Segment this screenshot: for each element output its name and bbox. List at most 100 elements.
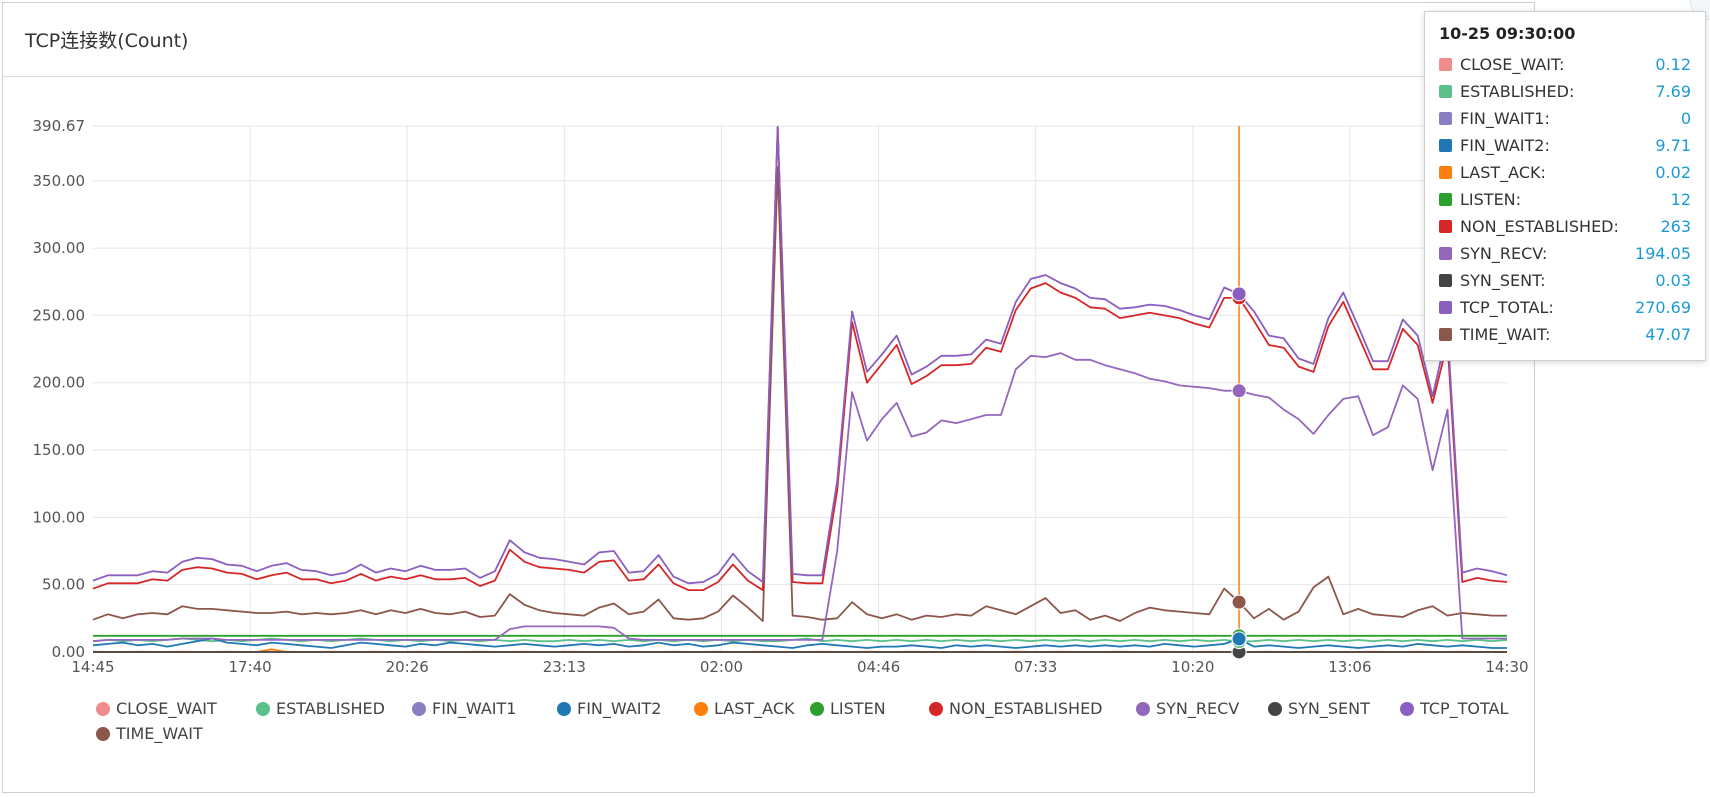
tooltip-label: CLOSE_WAIT: <box>1460 55 1565 74</box>
tooltip-value: 0.12 <box>1655 55 1691 74</box>
tooltip-swatch <box>1439 247 1452 260</box>
hover-tooltip: 10-25 09:30:00 CLOSE_WAIT: 0.12 ESTABLISHE… <box>1424 11 1706 361</box>
hover-point-tcp-total <box>1231 286 1247 302</box>
series-line-time-wait[interactable] <box>92 166 1507 622</box>
tooltip-rows: CLOSE_WAIT: 0.12 ESTABLISHED: 7.69 FIN_WAIT1… <box>1439 51 1691 348</box>
y-tick-label: 150.00 <box>33 441 86 459</box>
tooltip-value: 47.07 <box>1645 325 1691 344</box>
tooltip-row: ESTABLISHED: 7.69 <box>1439 78 1691 105</box>
tooltip-label: FIN_WAIT2: <box>1460 136 1550 155</box>
tooltip-label: FIN_WAIT1: <box>1460 109 1550 128</box>
hover-point-time-wait <box>1231 594 1247 610</box>
legend-marker[interactable] <box>557 702 571 716</box>
legend-marker[interactable] <box>1268 702 1282 716</box>
legend-marker[interactable] <box>412 702 426 716</box>
tooltip-label: NON_ESTABLISHED: <box>1460 217 1619 236</box>
x-tick-label: 04:46 <box>857 658 900 676</box>
tooltip-row: FIN_WAIT1: 0 <box>1439 105 1691 132</box>
panel-title: TCP连接数(Count) <box>25 30 189 52</box>
tooltip-value: 263 <box>1660 217 1691 236</box>
chart-panel: TCP连接数(Count) 0.00 50.00 100.00 150.00 200.0… <box>2 2 1535 793</box>
tooltip-swatch <box>1439 274 1452 287</box>
x-tick-label: 10:20 <box>1171 658 1214 676</box>
tooltip-value: 0.03 <box>1655 271 1691 290</box>
legend-label[interactable]: SYN_SENT <box>1288 699 1370 719</box>
tooltip-row: TIME_WAIT: 47.07 <box>1439 321 1691 348</box>
tooltip-swatch <box>1439 301 1452 314</box>
x-tick-label: 14:30 <box>1485 658 1528 676</box>
tooltip-row: SYN_RECV: 194.05 <box>1439 240 1691 267</box>
series-line-tcp-total[interactable] <box>92 126 1508 585</box>
tooltip-value: 270.69 <box>1635 298 1691 317</box>
tooltip-row: FIN_WAIT2: 9.71 <box>1439 132 1691 159</box>
legend-marker[interactable] <box>256 702 270 716</box>
tooltip-swatch <box>1439 166 1452 179</box>
tooltip-swatch <box>1439 58 1452 71</box>
legend-label[interactable]: FIN_WAIT1 <box>432 699 516 719</box>
tooltip-row: NON_ESTABLISHED: 263 <box>1439 213 1691 240</box>
tooltip-swatch <box>1439 112 1452 125</box>
tooltip-value: 9.71 <box>1655 136 1691 155</box>
x-tick-label: 23:13 <box>543 658 586 676</box>
y-tick-label: 250.00 <box>33 306 86 324</box>
panel-header: TCP连接数(Count) <box>3 3 1534 77</box>
tooltip-label: ESTABLISHED: <box>1460 82 1575 101</box>
x-tick-label: 13:06 <box>1328 658 1371 676</box>
legend-label[interactable]: LISTEN <box>830 699 886 718</box>
x-tick-label: 07:33 <box>1014 658 1057 676</box>
y-tick-label: 350.00 <box>33 172 86 190</box>
y-tick-label: 50.00 <box>42 576 85 594</box>
tooltip-value: 0.02 <box>1655 163 1691 182</box>
legend-label[interactable]: TIME_WAIT <box>115 724 203 744</box>
series-line-syn-recv[interactable] <box>92 352 1507 643</box>
tooltip-swatch <box>1439 328 1452 341</box>
tooltip-swatch <box>1439 220 1452 233</box>
legend-label[interactable]: SYN_RECV <box>1156 699 1239 719</box>
y-tick-label: 390.67 <box>33 117 86 135</box>
legend-marker[interactable] <box>1400 702 1414 716</box>
legend-marker[interactable] <box>810 702 824 716</box>
legend-label[interactable]: NON_ESTABLISHED <box>949 699 1103 719</box>
y-tick-label: 300.00 <box>33 239 86 257</box>
tooltip-label: LISTEN: <box>1460 190 1522 209</box>
x-tick-label: 14:45 <box>71 658 114 676</box>
legend-marker[interactable] <box>96 702 110 716</box>
tooltip-swatch <box>1439 85 1452 98</box>
hover-point-syn-recv <box>1231 383 1247 399</box>
tooltip-value: 7.69 <box>1655 82 1691 101</box>
legend-marker[interactable] <box>929 702 943 716</box>
x-tick-label: 02:00 <box>700 658 743 676</box>
hover-point-fin-wait2 <box>1231 631 1247 647</box>
y-tick-label: 100.00 <box>33 508 86 526</box>
chart-area[interactable]: 0.00 50.00 100.00 150.00 200.00 250.00 300.00 3… <box>3 78 1534 792</box>
tooltip-row: CLOSE_WAIT: 0.12 <box>1439 51 1691 78</box>
tooltip-label: SYN_SENT: <box>1460 271 1546 290</box>
legend-label[interactable]: LAST_ACK <box>714 699 795 719</box>
y-tick-label: 200.00 <box>33 374 86 392</box>
tooltip-value: 12 <box>1670 190 1691 209</box>
tooltip-row: LISTEN: 12 <box>1439 186 1691 213</box>
tooltip-label: TIME_WAIT: <box>1460 325 1551 344</box>
legend-marker[interactable] <box>96 727 110 741</box>
legend-label[interactable]: CLOSE_WAIT <box>116 699 217 719</box>
tooltip-label: LAST_ACK: <box>1460 163 1546 182</box>
tooltip-label: TCP_TOTAL: <box>1460 298 1554 317</box>
series-line-non-established[interactable] <box>92 126 1508 591</box>
tooltip-row: SYN_SENT: 0.03 <box>1439 267 1691 294</box>
legend-marker[interactable] <box>694 702 708 716</box>
tooltip-row: LAST_ACK: 0.02 <box>1439 159 1691 186</box>
legend-label[interactable]: FIN_WAIT2 <box>577 699 661 719</box>
legend-marker[interactable] <box>1136 702 1150 716</box>
tooltip-row: TCP_TOTAL: 270.69 <box>1439 294 1691 321</box>
tooltip-swatch <box>1439 193 1452 206</box>
y-tick-label: 0.00 <box>52 643 85 661</box>
legend-label[interactable]: ESTABLISHED <box>276 699 385 718</box>
x-tick-label: 17:40 <box>228 658 271 676</box>
x-tick-label: 20:26 <box>386 658 429 676</box>
legend-label[interactable]: TCP_TOTAL <box>1419 699 1509 719</box>
tcp-line-chart[interactable]: 0.00 50.00 100.00 150.00 200.00 250.00 300.00 3… <box>3 78 1534 792</box>
tooltip-time: 10-25 09:30:00 <box>1439 24 1576 43</box>
tooltip-label: SYN_RECV: <box>1460 244 1548 263</box>
series-line-fin-wait2[interactable] <box>92 637 1507 649</box>
tooltip-swatch <box>1439 139 1452 152</box>
